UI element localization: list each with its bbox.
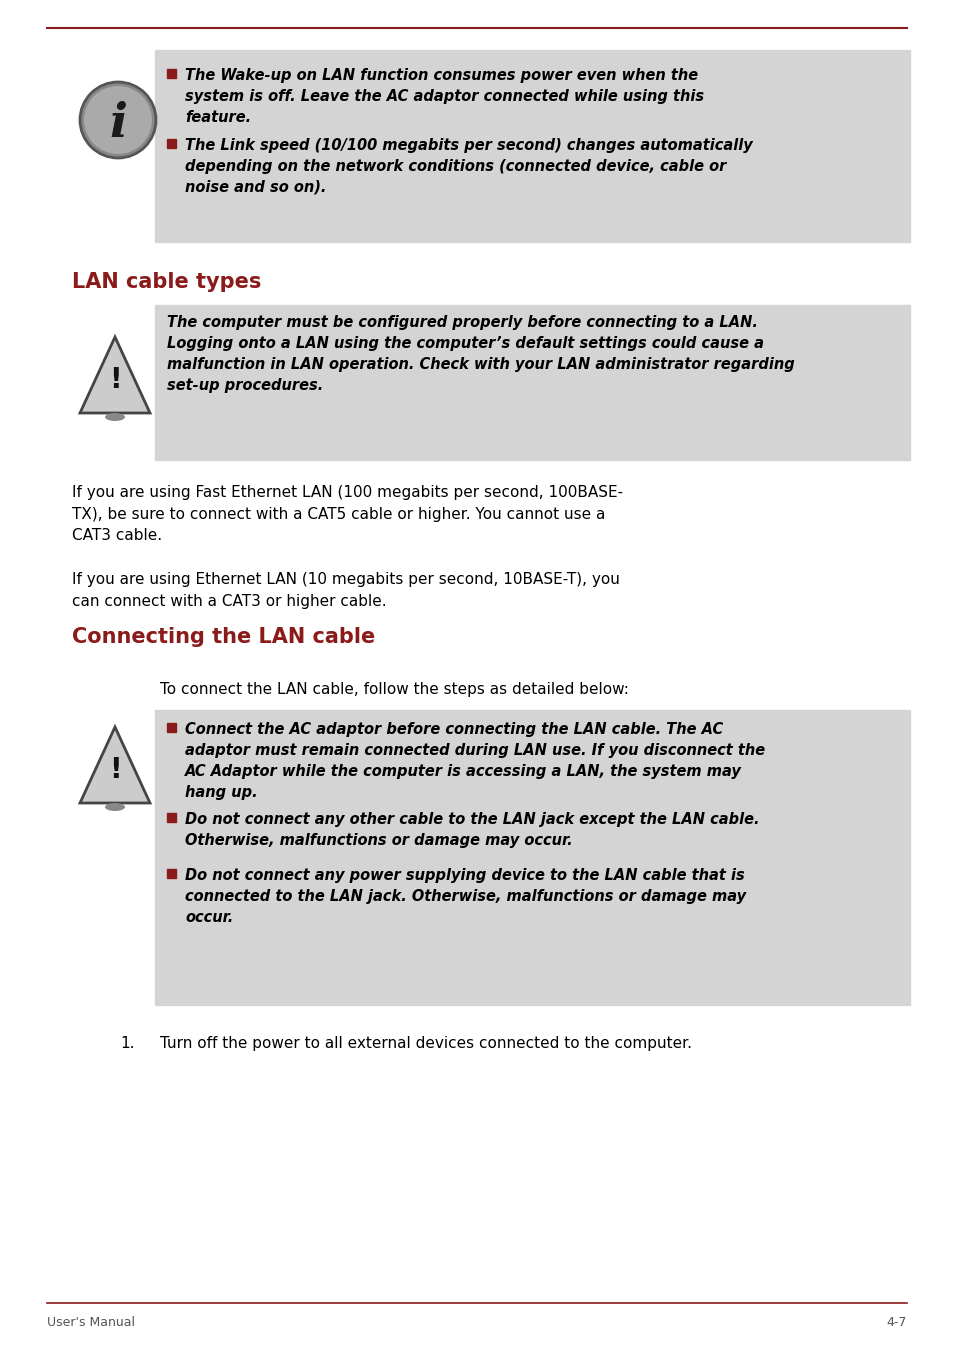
Ellipse shape [105, 803, 125, 811]
Bar [167, 812, 175, 822]
Text: i: i [109, 101, 127, 147]
Circle shape [80, 82, 156, 157]
Bar [167, 139, 175, 148]
Text: Connecting the LAN cable: Connecting the LAN cable [71, 627, 375, 647]
Bar [154, 710, 909, 1005]
Bar [154, 50, 909, 242]
Text: If you are using Ethernet LAN (10 megabits per second, 10BASE-T), you
can connec: If you are using Ethernet LAN (10 megabi… [71, 572, 619, 608]
Text: To connect the LAN cable, follow the steps as detailed below:: To connect the LAN cable, follow the ste… [160, 682, 628, 697]
Text: User's Manual: User's Manual [47, 1315, 135, 1329]
Bar [167, 724, 175, 732]
Text: 4-7: 4-7 [885, 1315, 906, 1329]
Text: The Wake-up on LAN function consumes power even when the
system is off. Leave th: The Wake-up on LAN function consumes pow… [185, 69, 703, 125]
Text: 1.: 1. [120, 1036, 134, 1050]
Bar [167, 869, 175, 878]
Text: Do not connect any power supplying device to the LAN cable that is
connected to : Do not connect any power supplying devic… [185, 868, 745, 925]
Bar [167, 69, 175, 78]
Polygon shape [80, 728, 150, 803]
Polygon shape [80, 338, 150, 413]
Bar [154, 305, 909, 460]
Text: Turn off the power to all external devices connected to the computer.: Turn off the power to all external devic… [160, 1036, 691, 1050]
Text: LAN cable types: LAN cable types [71, 272, 261, 292]
Text: If you are using Fast Ethernet LAN (100 megabits per second, 100BASE-
TX), be su: If you are using Fast Ethernet LAN (100 … [71, 486, 622, 543]
Text: Connect the AC adaptor before connecting the LAN cable. The AC
adaptor must rema: Connect the AC adaptor before connecting… [185, 722, 764, 800]
Text: The computer must be configured properly before connecting to a LAN.
Logging ont: The computer must be configured properly… [167, 315, 794, 393]
Text: !: ! [109, 366, 121, 394]
Circle shape [84, 86, 152, 153]
Text: Do not connect any other cable to the LAN jack except the LAN cable.
Otherwise, : Do not connect any other cable to the LA… [185, 812, 759, 847]
Ellipse shape [105, 413, 125, 421]
Text: The Link speed (10/100 megabits per second) changes automatically
depending on t: The Link speed (10/100 megabits per seco… [185, 139, 752, 195]
Text: !: ! [109, 756, 121, 784]
